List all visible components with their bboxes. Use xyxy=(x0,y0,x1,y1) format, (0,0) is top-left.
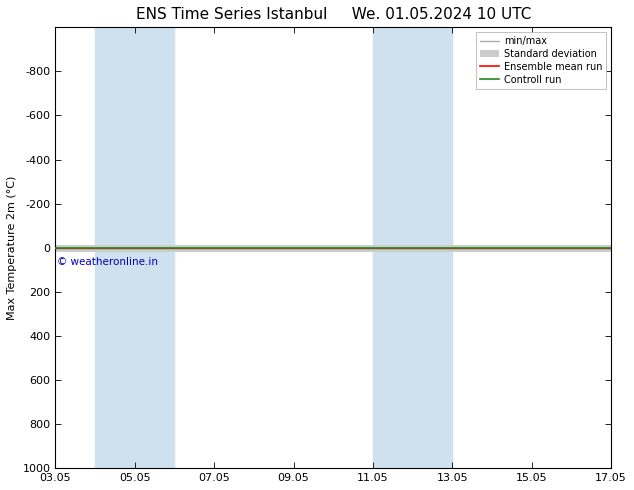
Y-axis label: Max Temperature 2m (°C): Max Temperature 2m (°C) xyxy=(7,175,17,320)
Bar xyxy=(373,27,453,468)
Title: ENS Time Series Istanbul     We. 01.05.2024 10 UTC: ENS Time Series Istanbul We. 01.05.2024 … xyxy=(136,7,531,22)
Bar xyxy=(95,27,174,468)
Text: © weatheronline.in: © weatheronline.in xyxy=(57,257,158,267)
Legend: min/max, Standard deviation, Ensemble mean run, Controll run: min/max, Standard deviation, Ensemble me… xyxy=(476,32,606,89)
